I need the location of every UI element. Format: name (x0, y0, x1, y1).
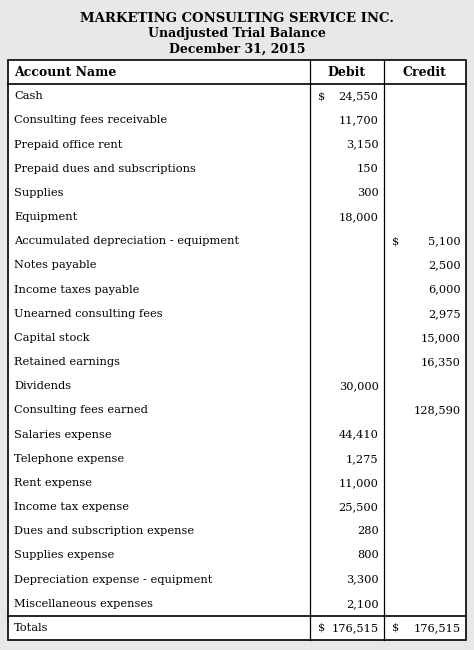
Text: 15,000: 15,000 (421, 333, 461, 343)
Text: 30,000: 30,000 (339, 382, 379, 391)
Text: 176,515: 176,515 (331, 623, 379, 633)
Text: Unadjusted Trial Balance: Unadjusted Trial Balance (148, 27, 326, 40)
Text: 2,100: 2,100 (346, 599, 379, 609)
Text: $: $ (318, 91, 326, 101)
Text: 5,100: 5,100 (428, 236, 461, 246)
Text: 11,000: 11,000 (339, 478, 379, 488)
Text: 3,150: 3,150 (346, 140, 379, 150)
Text: Retained earnings: Retained earnings (14, 357, 120, 367)
Text: $: $ (392, 623, 399, 633)
Text: 25,500: 25,500 (339, 502, 379, 512)
Text: 44,410: 44,410 (339, 430, 379, 439)
Text: Prepaid dues and subscriptions: Prepaid dues and subscriptions (14, 164, 196, 174)
Text: 3,300: 3,300 (346, 575, 379, 584)
Text: Debit: Debit (328, 66, 366, 79)
Text: $: $ (392, 236, 399, 246)
Text: Consulting fees earned: Consulting fees earned (14, 406, 148, 415)
Text: Totals: Totals (14, 623, 48, 633)
Text: Supplies: Supplies (14, 188, 64, 198)
Text: 800: 800 (357, 551, 379, 560)
Text: 18,000: 18,000 (339, 212, 379, 222)
Text: Miscellaneous expenses: Miscellaneous expenses (14, 599, 153, 609)
Text: Dividends: Dividends (14, 382, 71, 391)
Text: $: $ (318, 623, 326, 633)
Text: 300: 300 (357, 188, 379, 198)
Text: Accumulated depreciation - equipment: Accumulated depreciation - equipment (14, 236, 239, 246)
Text: Telephone expense: Telephone expense (14, 454, 124, 463)
Text: Account Name: Account Name (14, 66, 117, 79)
Text: Consulting fees receivable: Consulting fees receivable (14, 116, 167, 125)
Text: 2,975: 2,975 (428, 309, 461, 318)
Text: 150: 150 (357, 164, 379, 174)
Text: Credit: Credit (403, 66, 447, 79)
Text: Salaries expense: Salaries expense (14, 430, 111, 439)
Text: 6,000: 6,000 (428, 285, 461, 294)
Text: Equipment: Equipment (14, 212, 77, 222)
Text: Depreciation expense - equipment: Depreciation expense - equipment (14, 575, 212, 584)
Text: 11,700: 11,700 (339, 116, 379, 125)
Text: Cash: Cash (14, 91, 43, 101)
Text: Dues and subscription expense: Dues and subscription expense (14, 526, 194, 536)
Text: MARKETING CONSULTING SERVICE INC.: MARKETING CONSULTING SERVICE INC. (80, 12, 394, 25)
Text: 2,500: 2,500 (428, 261, 461, 270)
Text: 176,515: 176,515 (414, 623, 461, 633)
Text: Prepaid office rent: Prepaid office rent (14, 140, 122, 150)
Text: December 31, 2015: December 31, 2015 (169, 42, 305, 55)
Text: 128,590: 128,590 (414, 406, 461, 415)
Text: Capital stock: Capital stock (14, 333, 90, 343)
Text: Supplies expense: Supplies expense (14, 551, 114, 560)
Text: Income taxes payable: Income taxes payable (14, 285, 139, 294)
Text: 1,275: 1,275 (346, 454, 379, 463)
Text: 16,350: 16,350 (421, 357, 461, 367)
Text: Unearned consulting fees: Unearned consulting fees (14, 309, 163, 318)
Text: Rent expense: Rent expense (14, 478, 92, 488)
Bar (8, 60, 466, 640)
Text: Income tax expense: Income tax expense (14, 502, 129, 512)
Text: 280: 280 (357, 526, 379, 536)
Text: Notes payable: Notes payable (14, 261, 97, 270)
Text: 24,550: 24,550 (339, 91, 379, 101)
